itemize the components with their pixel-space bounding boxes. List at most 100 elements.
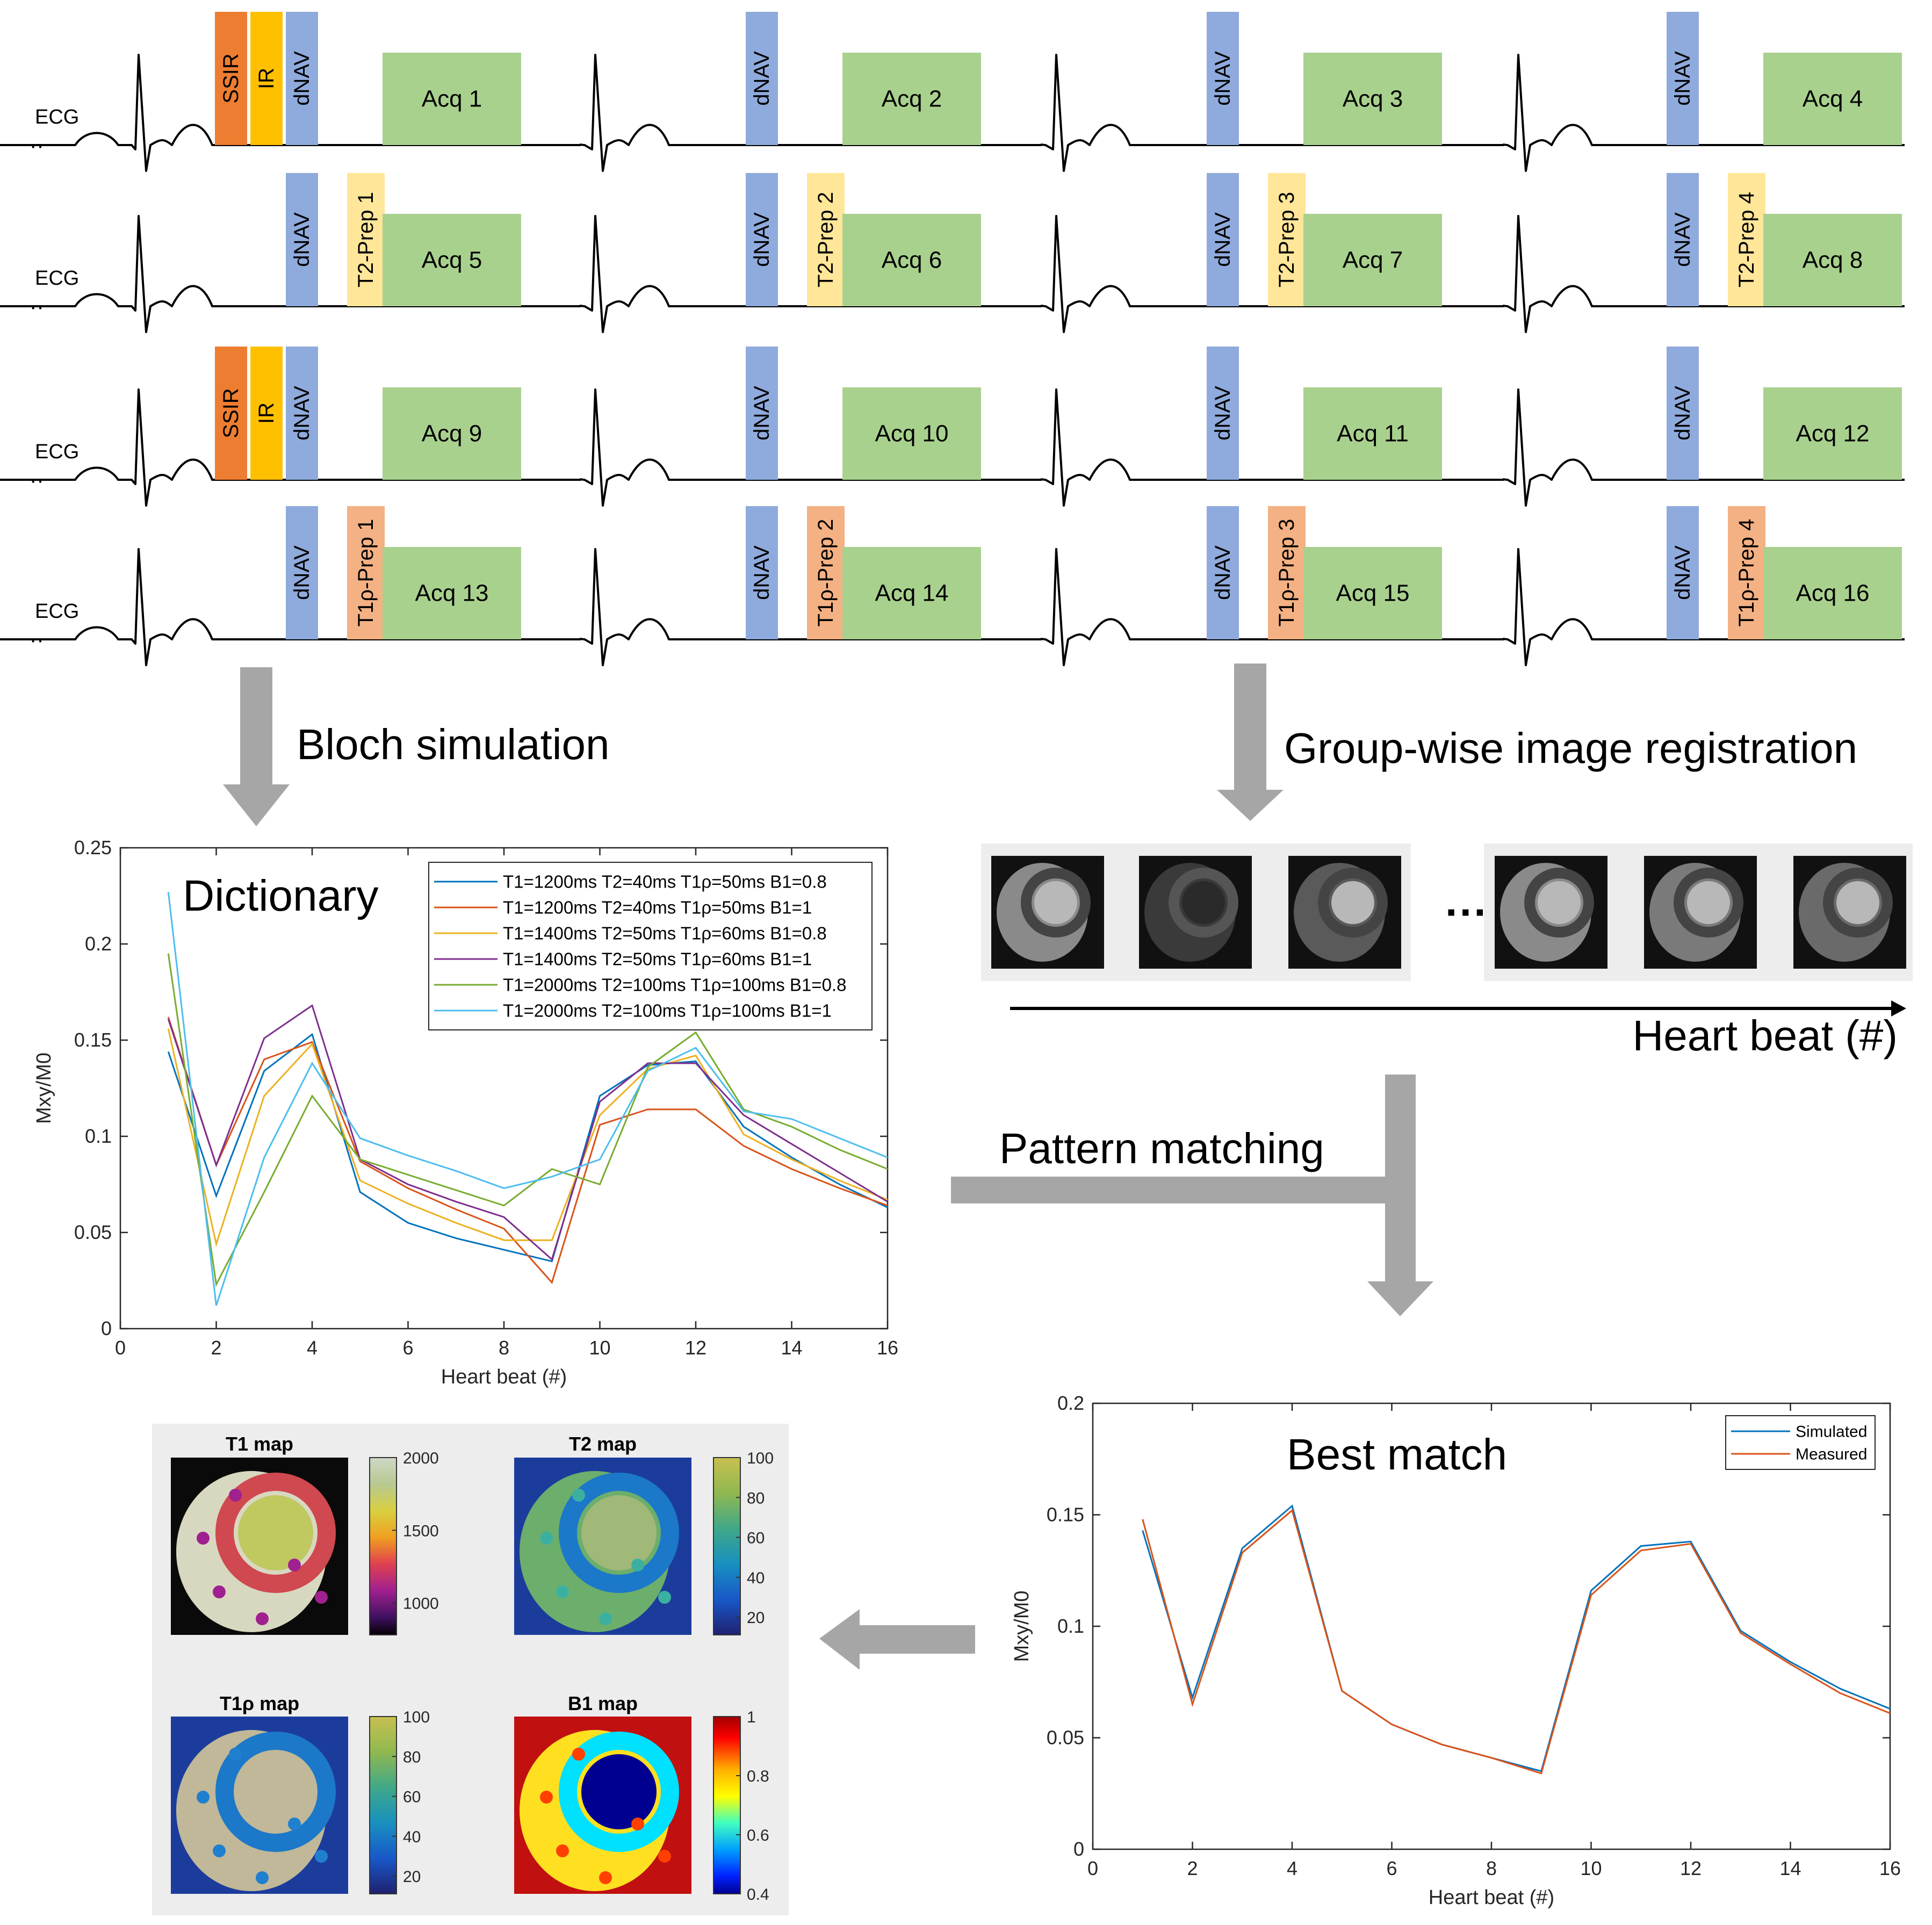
dnav-label: dNAV (750, 545, 774, 600)
colorbar-tick-label: 0.4 (747, 1886, 769, 1904)
registration-label: Group-wise image registration (1284, 724, 1857, 772)
colorbar-tick-label: 80 (747, 1489, 765, 1507)
map-myocardium (215, 1732, 336, 1852)
beat-3: dNAV T1ρ-Prep 3 Acq 15 (1207, 506, 1442, 639)
dnav-label: dNAV (1211, 212, 1235, 267)
map-detail (599, 1871, 612, 1884)
map-title: B1 map (568, 1692, 638, 1714)
t1rho-label: T1ρ-Prep 3 (1275, 519, 1299, 627)
mri-frame (1793, 856, 1906, 969)
t2-block (1268, 173, 1306, 306)
y-tick-label: 0 (101, 1317, 112, 1339)
acquisition-block (1763, 53, 1902, 145)
x-tick-label: 8 (1486, 1857, 1497, 1879)
ellipsis: ··· (1445, 888, 1488, 936)
mri-frame (1139, 856, 1252, 969)
y-axis-label: Mxy/M0 (33, 1052, 55, 1124)
ssir-label: SSIR (219, 53, 243, 103)
dnav-label: dNAV (290, 51, 314, 106)
acquisition-block (1303, 547, 1442, 639)
beat-1: dNAV T2-Prep 1 Acq 5 (286, 173, 521, 306)
ecg-label: ECG (35, 106, 79, 128)
x-axis-label: Heart beat (#) (441, 1366, 567, 1388)
ecg-trace (0, 388, 1905, 507)
mri-blood-pool (1182, 881, 1225, 924)
acquisition-block (842, 214, 981, 306)
dnav-block (1207, 173, 1239, 306)
t1rho-block (1728, 506, 1765, 639)
mri-frame (1288, 856, 1401, 969)
x-tick-label: 16 (1879, 1857, 1901, 1879)
beat-3: dNAV Acq 11 (1207, 347, 1442, 480)
dnav-label: dNAV (1211, 51, 1235, 106)
map-detail (658, 1850, 671, 1863)
map-detail (315, 1591, 328, 1604)
registered-image-strip (981, 843, 1913, 981)
map-detail (229, 1489, 242, 1502)
colorbar-tick-label: 1 (747, 1708, 756, 1726)
beat-4: dNAV Acq 4 (1667, 12, 1902, 145)
map-detail (599, 1612, 612, 1625)
beat-4: dNAV T2-Prep 4 Acq 8 (1667, 173, 1902, 306)
map-4: B1 map 1 0.8 0.6 0.4 (514, 1692, 769, 1904)
bloch-simulation-label: Bloch simulation (297, 720, 610, 768)
mri-myocardium (1524, 868, 1594, 938)
map-title: T1ρ map (220, 1692, 299, 1714)
map-myocardium (559, 1732, 679, 1852)
beat-4: dNAV T1ρ-Prep 4 Acq 16 (1667, 506, 1902, 639)
dnav-block (286, 506, 318, 639)
acquisition-block (1763, 387, 1902, 480)
dnav-block (1207, 506, 1239, 639)
map-blood-pool (581, 1495, 657, 1570)
y-tick-label: 0.2 (85, 933, 112, 955)
series-line-4 (167, 1004, 888, 1261)
best-match-chart: 0 2 4 6 8 10 12 14 16 0 0.05 0.1 0.15 0.2 Heart beat (… (1011, 1392, 1901, 1909)
x-tick-label: 0 (1087, 1857, 1098, 1879)
x-tick-label: 12 (685, 1337, 707, 1359)
acquisition-block (842, 387, 981, 480)
series-line-2 (1142, 1509, 1891, 1775)
beat-4: dNAV Acq 12 (1667, 347, 1902, 480)
legend: Simulated Measured (1725, 1415, 1876, 1470)
map-blood-pool (581, 1754, 657, 1829)
colorbar-tick-label: 2000 (403, 1450, 439, 1467)
dnav-block (1207, 347, 1239, 480)
dnav-label: dNAV (1211, 545, 1235, 600)
x-tick-label: 4 (307, 1337, 318, 1359)
dnav-block (286, 347, 318, 480)
ssir-label: SSIR (219, 388, 243, 438)
colorbar-tick-label: 0.6 (747, 1827, 769, 1844)
mri-blood-pool (1538, 881, 1581, 924)
ir-block (250, 347, 283, 480)
dnav-block (746, 347, 778, 480)
ecg-trace (0, 548, 1905, 666)
series-line-5 (167, 953, 888, 1287)
acquisition-block (383, 214, 521, 306)
map-detail (540, 1532, 553, 1545)
map-title: T2 map (569, 1433, 637, 1455)
x-tick-label: 2 (211, 1337, 221, 1359)
mri-myocardium (1169, 868, 1238, 938)
map-myocardium (559, 1473, 679, 1593)
map-detail (288, 1818, 301, 1830)
ir-block (250, 12, 283, 145)
dnav-label: dNAV (290, 386, 314, 441)
map-detail (556, 1844, 569, 1857)
t1rho-label: T1ρ-Prep 1 (354, 519, 378, 627)
acquisition-block (842, 53, 981, 145)
t1rho-label: T1ρ-Prep 4 (1735, 519, 1758, 627)
map-detail (213, 1585, 226, 1598)
acquisition-label: Acq 11 (1337, 421, 1409, 447)
heartbeat-axis-label: Heart beat (#) (1632, 1012, 1898, 1059)
acquisition-label: Acq 8 (1803, 247, 1863, 273)
legend-entry: Simulated (1796, 1423, 1867, 1441)
sequence-row-2: ECG··dNAV T2-Prep 1 Acq 5 dNAV T2-Prep 2 Acq … (0, 173, 1905, 333)
beat-2: dNAV Acq 2 (746, 12, 981, 145)
plot-area (1092, 1402, 1891, 1850)
colorbar-tick-label: 1000 (403, 1595, 439, 1613)
dnav-label: dNAV (750, 386, 774, 441)
acquisition-label: Acq 12 (1796, 421, 1870, 447)
